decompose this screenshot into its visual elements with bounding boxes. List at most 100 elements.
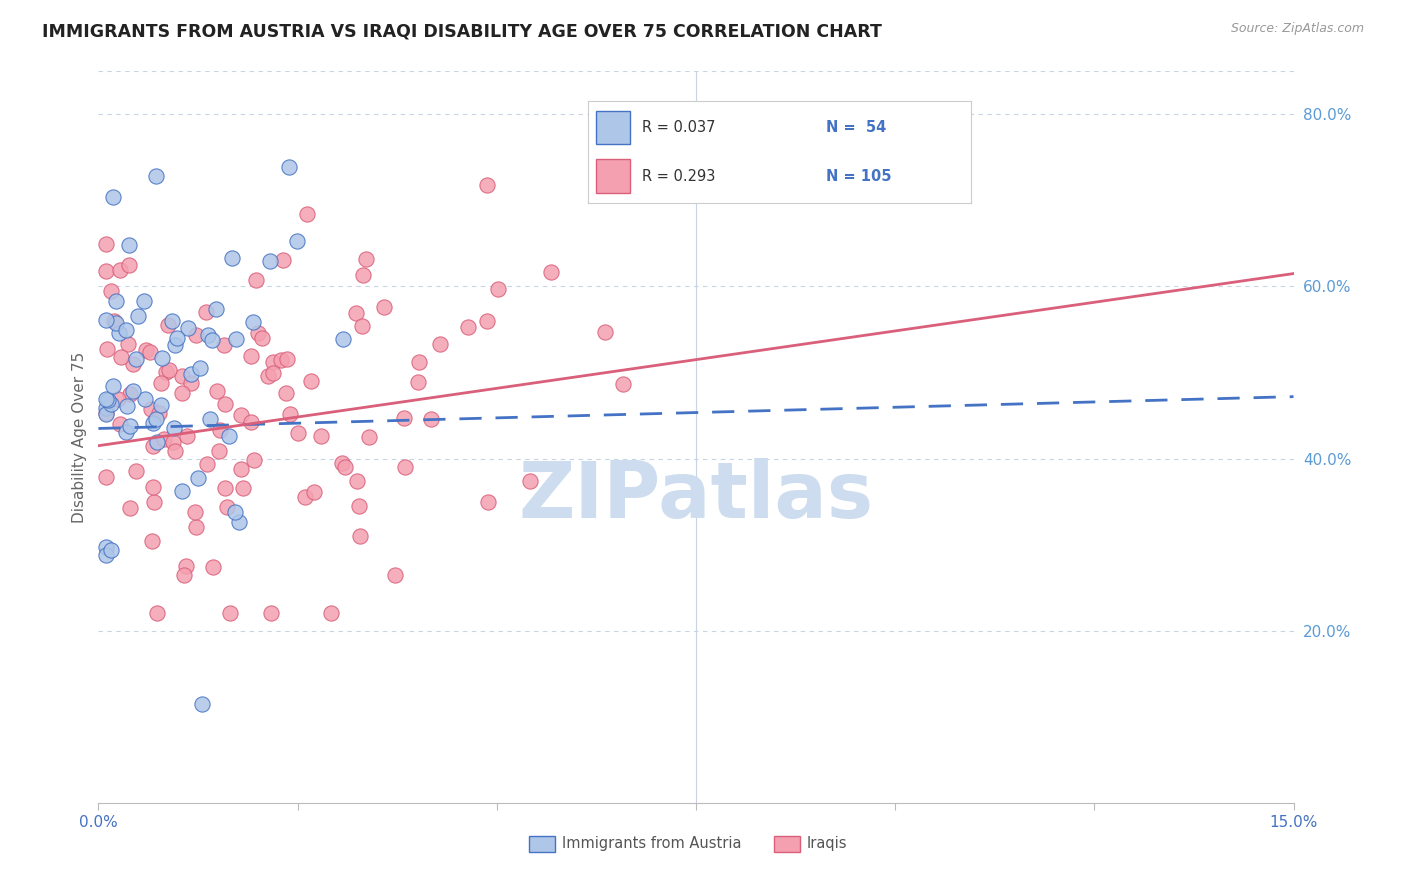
Point	[118, 258, 141, 272]
Point	[231, 462, 253, 476]
Point	[101, 190, 124, 204]
Point	[384, 568, 406, 582]
Point	[477, 178, 499, 192]
Point	[107, 326, 129, 340]
Point	[157, 363, 180, 377]
Point	[142, 480, 165, 494]
Point	[354, 252, 377, 267]
Point	[117, 336, 139, 351]
Point	[218, 607, 240, 621]
Point	[262, 367, 284, 381]
Point	[135, 343, 157, 357]
Point	[294, 490, 316, 504]
Point	[149, 376, 172, 391]
Point	[349, 528, 371, 542]
Point	[408, 354, 430, 368]
Point	[115, 323, 138, 337]
Point	[188, 361, 211, 376]
Point	[115, 425, 138, 439]
Point	[96, 540, 118, 554]
Point	[96, 548, 118, 562]
Point	[96, 401, 118, 415]
Point	[184, 520, 207, 534]
Point	[225, 332, 247, 346]
Point	[373, 301, 395, 315]
Point	[224, 505, 246, 519]
Point	[344, 305, 367, 319]
Point	[100, 542, 122, 557]
Point	[319, 607, 342, 621]
Point	[457, 319, 479, 334]
Point	[180, 367, 202, 381]
Point	[118, 419, 141, 434]
Point	[243, 452, 266, 467]
Point	[155, 365, 177, 379]
Point	[157, 318, 180, 333]
Point	[97, 393, 120, 408]
Point	[207, 384, 229, 398]
Point	[475, 313, 498, 327]
Point	[120, 386, 142, 401]
Point	[215, 500, 238, 515]
Point	[143, 494, 166, 508]
Point	[170, 369, 193, 384]
Point	[240, 415, 263, 429]
Point	[197, 327, 219, 342]
Point	[232, 481, 254, 495]
Point	[122, 384, 145, 398]
Point	[142, 416, 165, 430]
Point	[252, 331, 274, 345]
Point	[195, 305, 218, 319]
Point	[166, 331, 188, 345]
Point	[110, 417, 132, 431]
Point	[200, 412, 222, 426]
Point	[242, 315, 264, 329]
Point	[122, 358, 145, 372]
Point	[309, 429, 332, 443]
Point	[162, 435, 184, 450]
Point	[612, 377, 634, 392]
Point	[357, 430, 380, 444]
Point	[149, 398, 172, 412]
Point	[240, 349, 263, 363]
Point	[299, 374, 322, 388]
Point	[160, 314, 183, 328]
Point	[352, 318, 374, 333]
Text: ZIPatlas: ZIPatlas	[519, 458, 873, 533]
Point	[231, 408, 253, 422]
Point	[125, 464, 148, 478]
Point	[247, 326, 270, 340]
Point	[183, 505, 205, 519]
Point	[221, 251, 243, 265]
Point	[145, 411, 167, 425]
Point	[96, 392, 118, 407]
Point	[118, 237, 141, 252]
Point	[276, 386, 298, 401]
Point	[276, 352, 298, 367]
Point	[262, 355, 284, 369]
Point	[519, 474, 541, 488]
Point	[408, 376, 430, 390]
Point	[201, 334, 224, 348]
Bar	[529, 836, 555, 852]
Point	[176, 429, 198, 443]
Point	[103, 314, 125, 328]
Point	[96, 406, 118, 420]
Point	[295, 207, 318, 221]
Point	[96, 469, 118, 483]
Point	[141, 534, 163, 549]
Point	[352, 268, 374, 282]
Point	[259, 254, 281, 268]
Point	[163, 338, 186, 352]
Point	[152, 432, 174, 446]
Point	[139, 402, 162, 417]
Bar	[773, 836, 800, 852]
Point	[205, 302, 228, 317]
Text: IMMIGRANTS FROM AUSTRIA VS IRAQI DISABILITY AGE OVER 75 CORRELATION CHART: IMMIGRANTS FROM AUSTRIA VS IRAQI DISABIL…	[42, 22, 882, 40]
Point	[228, 515, 250, 529]
Point	[134, 392, 156, 406]
Point	[132, 293, 155, 308]
Point	[165, 443, 187, 458]
Point	[330, 456, 353, 470]
Text: Iraqis: Iraqis	[807, 836, 848, 851]
